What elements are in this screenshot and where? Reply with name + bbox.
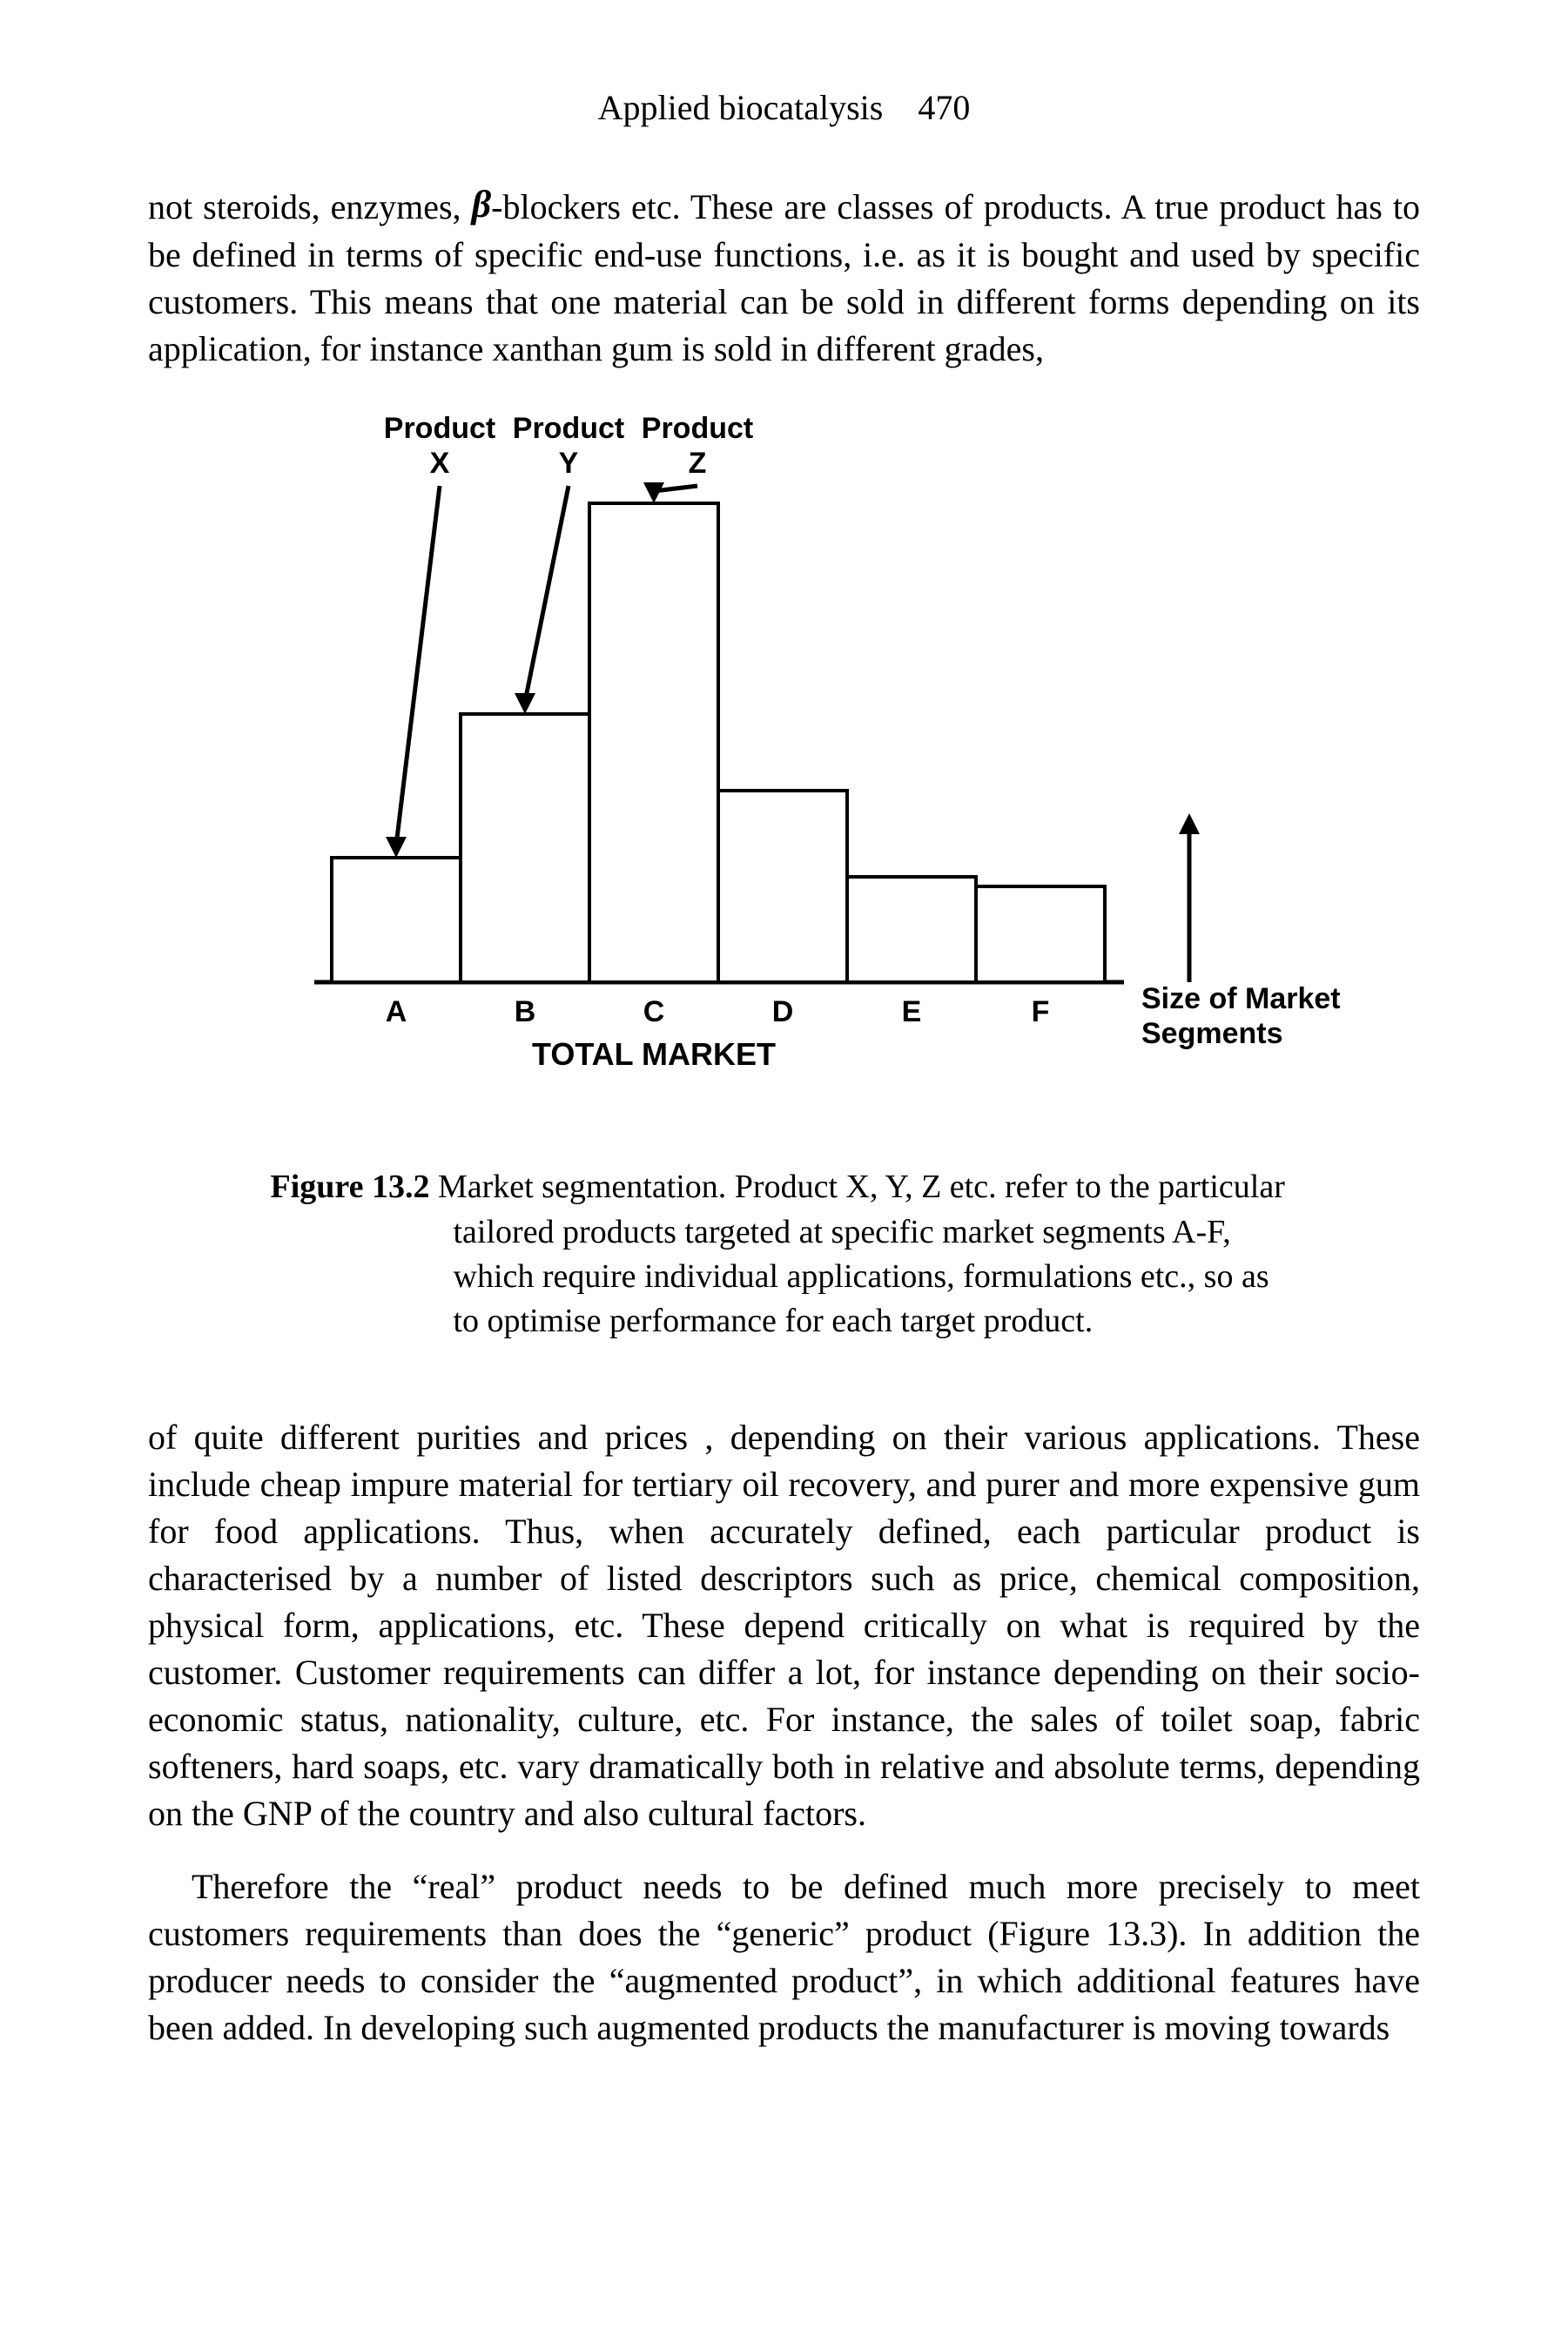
- product-label-X: X: [429, 447, 449, 480]
- category-label-F: F: [1031, 995, 1049, 1028]
- product-title-Y: Product: [512, 412, 623, 445]
- caption-text: Figure 13.2 Market segmentation. Product…: [271, 1165, 1298, 1344]
- paragraph-2: of quite different purities and prices ,…: [148, 1414, 1420, 1837]
- beta-symbol: β: [472, 179, 492, 230]
- right-annotation-line1: Size of Market: [1141, 982, 1341, 1015]
- category-label-C: C: [643, 995, 664, 1028]
- product-arrowhead-1: [515, 693, 535, 714]
- category-label-D: D: [771, 995, 793, 1028]
- product-arrowhead-0: [386, 837, 407, 858]
- top-labels-group: ProductXProductYProductZ: [383, 412, 752, 480]
- para1-text: not steroids, enzymes, β-blockers etc. T…: [148, 187, 1420, 368]
- product-title-X: Product: [383, 412, 495, 445]
- bar-A: [332, 858, 461, 982]
- paragraph-1: not steroids, enzymes, β-blockers etc. T…: [148, 180, 1420, 373]
- market-segmentation-chart: ProductXProductYProductZ ABCDEF TOTAL MA…: [219, 408, 1350, 1122]
- paragraph-3: Therefore the “real” product needs to be…: [148, 1863, 1420, 2051]
- product-title-Z: Product: [641, 412, 752, 445]
- product-arrow-0: [396, 486, 440, 845]
- bar-F: [976, 886, 1105, 982]
- caption-line1: Market segmentation. Product X, Y, Z etc…: [438, 1169, 1285, 1205]
- page-header: Applied biocatalysis 470: [148, 87, 1420, 128]
- right-annotation-line2: Segments: [1141, 1017, 1283, 1050]
- product-arrowhead-2: [643, 482, 664, 503]
- figure-13-2: ProductXProductYProductZ ABCDEF TOTAL MA…: [219, 408, 1350, 1122]
- figure-caption: Figure 13.2 Market segmentation. Product…: [271, 1165, 1298, 1344]
- page: Applied biocatalysis 470 not steroids, e…: [0, 0, 1568, 2351]
- product-label-Y: Y: [558, 447, 578, 480]
- page-number: 470: [918, 88, 970, 127]
- category-label-E: E: [901, 995, 921, 1028]
- bar-D: [718, 791, 847, 982]
- bars-group: [332, 503, 1105, 982]
- category-label-A: A: [385, 995, 407, 1028]
- bar-B: [461, 714, 589, 982]
- caption-label: Figure 13.2: [271, 1169, 430, 1205]
- category-label-B: B: [514, 995, 535, 1028]
- header-title: Applied biocatalysis: [598, 88, 884, 127]
- category-labels-group: A B C D E F: [385, 995, 1049, 1028]
- caption-rest: tailored products targeted at specific m…: [454, 1214, 1269, 1340]
- size-arrow-head: [1179, 813, 1200, 834]
- x-axis-label: TOTAL MARKET: [532, 1036, 776, 1072]
- bar-C: [589, 503, 718, 982]
- product-arrow-1: [525, 486, 569, 702]
- bar-E: [847, 877, 976, 982]
- product-label-Z: Z: [688, 447, 706, 480]
